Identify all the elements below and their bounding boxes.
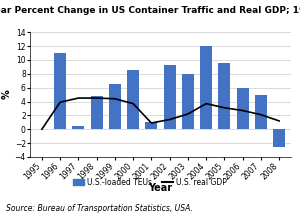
Bar — [54, 53, 66, 129]
Legend: U.S.-loaded TEUs, U.S. real GDP: U.S.-loaded TEUs, U.S. real GDP — [70, 175, 230, 190]
Bar — [182, 74, 194, 129]
Text: Year on Year Percent Change in US Container Traffic and Real GDP; 1995 - 2008: Year on Year Percent Change in US Contai… — [0, 6, 300, 15]
Y-axis label: %: % — [2, 90, 12, 100]
Bar — [218, 63, 230, 129]
Bar — [127, 70, 139, 129]
Bar — [237, 88, 249, 129]
Bar — [273, 129, 285, 147]
Bar — [91, 96, 103, 129]
Bar — [164, 65, 176, 129]
Bar — [200, 46, 212, 129]
X-axis label: Year: Year — [148, 183, 172, 193]
Bar — [109, 84, 121, 129]
Bar — [146, 122, 157, 129]
Bar — [72, 126, 84, 129]
Text: Source: Bureau of Transportation Statistics, USA.: Source: Bureau of Transportation Statist… — [6, 204, 193, 213]
Bar — [255, 95, 267, 129]
